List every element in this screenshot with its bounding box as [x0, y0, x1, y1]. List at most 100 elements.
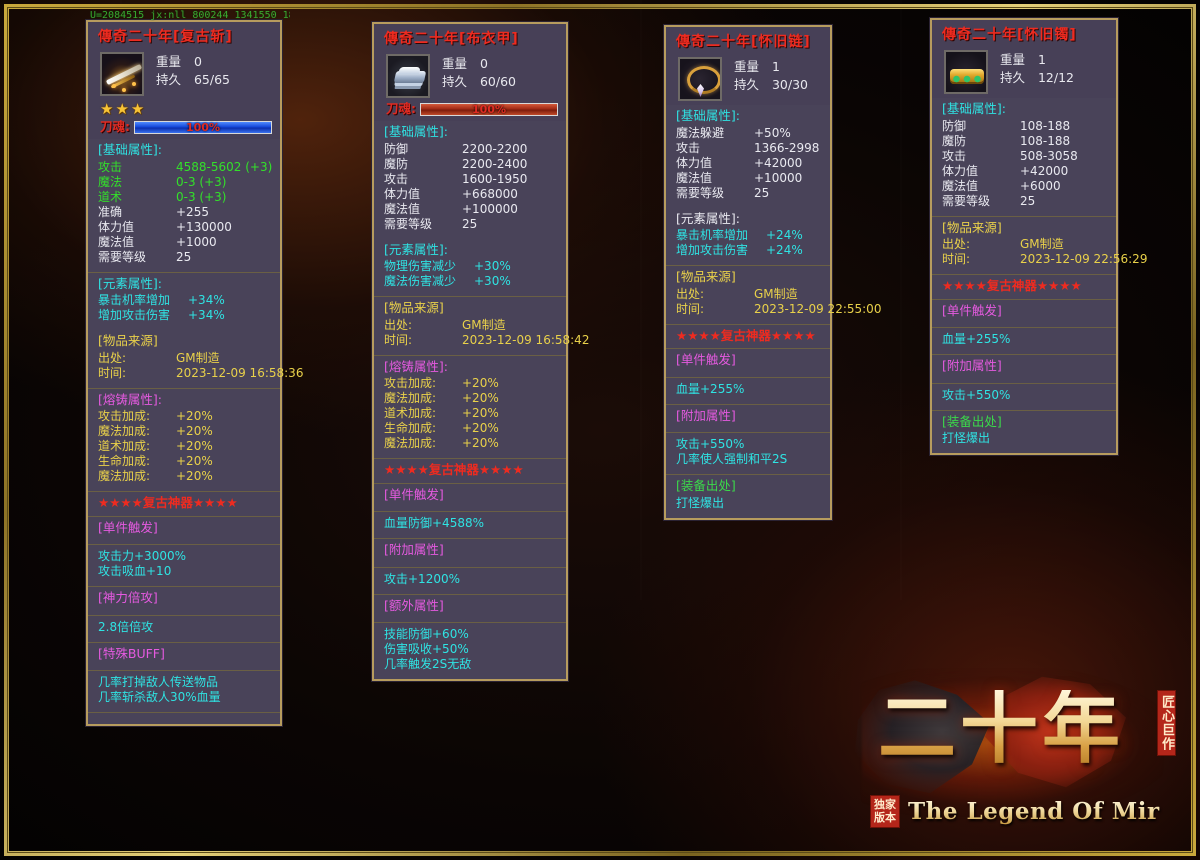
- stat-key: 暴击机率增加: [676, 228, 749, 242]
- stat-key: 魔法伤害减少: [384, 274, 457, 288]
- section-heading: [元素属性]:: [384, 241, 448, 257]
- stat-row: 出处: GM制造: [384, 319, 558, 331]
- tooltip-section: [物品来源] 出处: GM制造 时间: 2023-12-09 22:56:29: [932, 217, 1147, 275]
- stat-value: +20%: [462, 391, 499, 405]
- stat-line: 技能防御+60%: [384, 627, 469, 641]
- stat-line: 血量+255%: [676, 381, 745, 396]
- sword-icon[interactable]: [100, 52, 144, 96]
- stat-row: 攻击 1600-1950: [384, 173, 558, 185]
- star-icon: ★: [115, 100, 131, 118]
- stat-value: +30%: [474, 274, 511, 288]
- stat-line: 攻击+1200%: [384, 571, 460, 586]
- item-tooltip-panel[interactable]: 傳奇二十年[复古斩] 重量 0 持久 65/65 ★★★ 刀魂: 100% [基础属性]: 攻…: [86, 20, 303, 726]
- tooltip-section: [熔铸属性]: 攻击加成: +20% 魔法加成: +20% 道术加成: +20% 生命加成: +…: [88, 389, 280, 492]
- section-heading: [物品来源]: [676, 269, 736, 284]
- section-heading: [附加属性]: [384, 542, 444, 557]
- stat-row: 出处: GM制造: [98, 352, 272, 364]
- stat-value: 0-3 (+3): [176, 189, 227, 204]
- item-title-bracket: [布衣甲]: [459, 31, 519, 47]
- star-icon: ★: [130, 100, 147, 118]
- tooltip-section: ★★★★复古神器★★★★: [88, 492, 280, 517]
- tooltip-section: 攻击+1200%: [374, 568, 566, 595]
- stat-row: 增加攻击伤害 +34%: [98, 309, 272, 321]
- item-title: 傳奇二十年[布衣甲]: [374, 24, 566, 52]
- stat-key: 体力值: [676, 155, 713, 170]
- stat-key: 物理伤害减少: [384, 259, 457, 273]
- stat-value: GM制造: [754, 286, 798, 301]
- stat-row: 防御 108-188: [942, 120, 1108, 132]
- stat-value: GM制造: [1020, 237, 1064, 251]
- item-tooltip-panel[interactable]: 傳奇二十年[怀旧镯] 重量 1 持久 12/12 [基础属性]: 防御 108-188 魔防…: [930, 18, 1147, 455]
- item-title-bracket: [怀旧镯]: [1017, 27, 1077, 43]
- item-header-row: 重量 1 持久 30/30: [666, 55, 830, 105]
- stat-value: +50%: [754, 125, 791, 140]
- stat-value: 0-3 (+3): [176, 174, 227, 189]
- tooltip-section: [物品来源] 出处: GM制造 时间: 2023-12-09 22:55:00: [666, 266, 881, 325]
- tooltip-section: [装备出处] 打怪爆出: [666, 475, 830, 518]
- logo-title-en: The Legend Of Mir: [908, 797, 1160, 825]
- stat-key: 攻击: [384, 171, 409, 186]
- stat-row: 道术 0-3 (+3): [98, 191, 272, 203]
- stat-key: 魔防: [384, 156, 409, 171]
- stat-row: 时间: 2023-12-09 22:56:29: [942, 252, 1147, 266]
- item-tooltip-panel[interactable]: 傳奇二十年[怀旧链] 重量 1 持久 30/30 [基础属性]: 魔法躲避 +50% 攻击 1…: [664, 25, 881, 520]
- stat-key: 暴击机率增加: [98, 293, 171, 307]
- stat-row: 魔法值 +10000: [676, 172, 822, 184]
- tooltip-section: [元素属性]: 暴击机率增加 +24% 增加攻击伤害 +24%: [666, 208, 830, 266]
- stat-row: 时间: 2023-12-09 16:58:42: [384, 334, 589, 346]
- stat-key: 时间:: [942, 252, 971, 266]
- tooltip-section: 血量+255%: [666, 378, 830, 405]
- blade-soul-bar: 100%: [134, 121, 272, 134]
- section-heading: [物品来源]: [384, 300, 444, 315]
- blade-soul-label: 刀魂:: [386, 101, 416, 117]
- tooltip-section: [基础属性]: 魔法躲避 +50% 攻击 1366-2998 体力值 +42000 魔法值 +1…: [666, 105, 830, 208]
- durability-label: 持久: [442, 73, 468, 89]
- stat-value: 4588-5602 (+3): [176, 159, 273, 174]
- stat-row: 魔法加成: +20%: [98, 470, 272, 482]
- stat-row: 攻击 508-3058: [942, 150, 1108, 162]
- tooltip-section: [物品来源] 出处: GM制造时间: 2023-12-09 16:58:42: [374, 297, 589, 356]
- section-heading: [元素属性]:: [676, 210, 740, 226]
- stat-value: +20%: [462, 436, 499, 450]
- stat-row: 体力值 +130000: [98, 221, 272, 233]
- durability-value: 30/30: [771, 76, 809, 92]
- armor-icon[interactable]: [386, 54, 430, 98]
- tooltip-section: 攻击力+3000% 攻击吸血+10: [88, 545, 280, 587]
- stat-key: 出处:: [98, 350, 127, 365]
- stat-key: 道术: [98, 189, 123, 204]
- blade-soul-percent: 100%: [186, 121, 220, 134]
- weight-label: 重量: [442, 56, 468, 71]
- tooltip-section: [附加属性]: [374, 539, 566, 568]
- stat-value: +130000: [176, 219, 232, 234]
- item-tooltip-panel[interactable]: 傳奇二十年[布衣甲] 重量 0 持久 60/60 刀魂: 100% [基础属性]: 防御 22…: [372, 22, 589, 681]
- stat-line: 打怪爆出: [942, 431, 991, 445]
- tooltip-section: [基础属性]: 防御 2200-2200 魔防 2200-2400 攻击 1600-1950…: [374, 121, 566, 239]
- tooltip-section: [88, 713, 280, 724]
- necklace-icon[interactable]: [678, 57, 722, 101]
- stat-value: +42000: [754, 155, 803, 170]
- stat-value: 2200-2200: [462, 141, 528, 156]
- tooltip-section: 血量防御+4588%: [374, 512, 566, 539]
- durability-value: 12/12: [1037, 69, 1075, 85]
- stat-key: 出处:: [384, 317, 413, 332]
- weight-label: 重量: [734, 59, 760, 74]
- section-heading: [熔铸属性]:: [384, 358, 448, 374]
- weight-value: 0: [479, 56, 488, 71]
- bracer-icon[interactable]: [944, 50, 988, 94]
- stat-key: 魔法值: [942, 178, 979, 193]
- stat-value: +20%: [176, 454, 213, 468]
- stat-value: +30%: [474, 259, 511, 273]
- stat-key: 攻击加成:: [98, 409, 151, 423]
- tooltip-section: 技能防御+60% 伤害吸收+50% 几率触发2S无敌: [374, 623, 566, 679]
- stat-key: 道术加成:: [98, 439, 151, 453]
- tooltip-section: 攻击+550%: [932, 384, 1116, 411]
- section-heading: [物品来源]: [98, 333, 158, 348]
- stat-key: 时间:: [676, 301, 705, 316]
- stat-value: +20%: [176, 469, 213, 483]
- stat-value: 108-188: [1020, 133, 1071, 148]
- item-title: 傳奇二十年[复古斩]: [88, 22, 280, 50]
- star-icon: ★: [100, 100, 116, 118]
- stat-row: 魔法加成: +20%: [98, 425, 272, 437]
- stat-key: 体力值: [384, 186, 421, 201]
- stat-line: 伤害吸收+50%: [384, 642, 469, 656]
